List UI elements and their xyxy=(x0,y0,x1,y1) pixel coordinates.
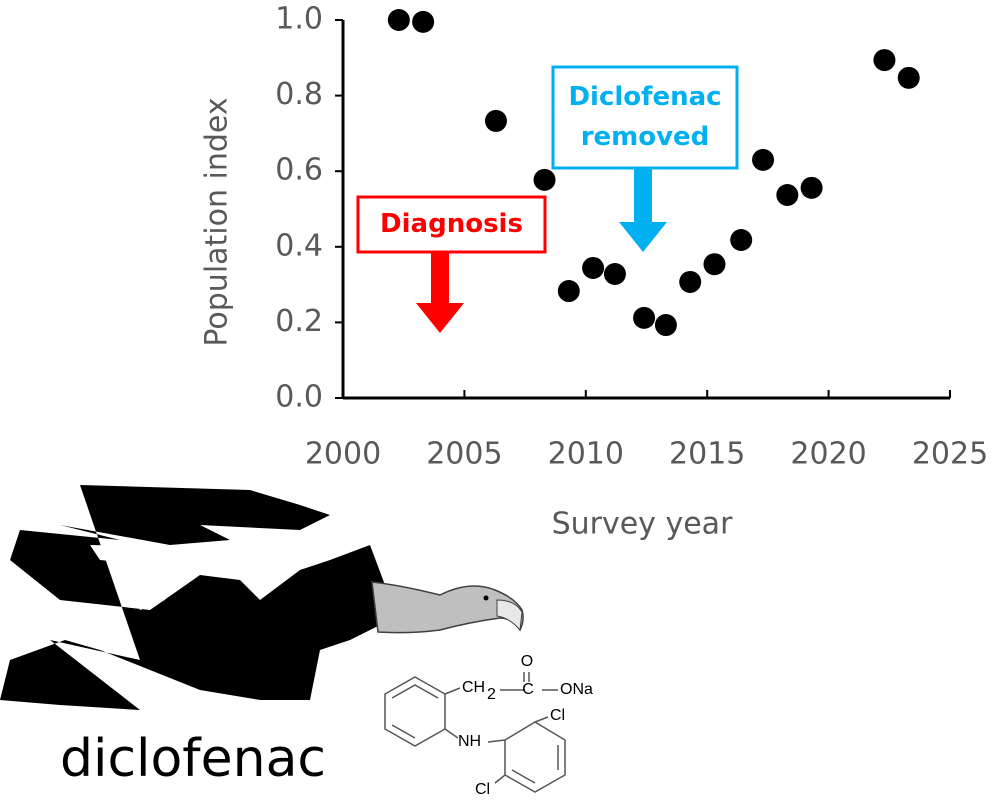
formula-label: Cl xyxy=(475,781,490,798)
annotation-box xyxy=(356,195,547,254)
y-tick-label: 0.8 xyxy=(275,77,323,112)
annotation-box xyxy=(551,65,739,170)
structural-formula xyxy=(384,672,566,793)
point xyxy=(873,49,896,72)
annotation-text: removed xyxy=(581,122,710,152)
y-axis-label: Population index xyxy=(200,97,235,346)
vulture-eye xyxy=(483,595,489,601)
structural-labels: CH 2 C O ONa NH Cl Cl xyxy=(458,653,593,798)
y-tick-label: 0.0 xyxy=(275,380,323,415)
x-tick-label: 2025 xyxy=(912,437,988,472)
ring-bond xyxy=(511,769,536,784)
point xyxy=(703,253,726,276)
formula-label: O xyxy=(521,653,533,670)
point xyxy=(897,66,920,89)
point xyxy=(603,263,626,286)
point xyxy=(582,256,605,279)
point xyxy=(752,148,775,171)
ring xyxy=(384,676,446,747)
bond xyxy=(487,739,506,743)
formula-label: CH xyxy=(462,679,485,696)
ring xyxy=(504,721,566,793)
point xyxy=(533,168,556,191)
annotation-text: Diagnosis xyxy=(380,209,523,239)
vulture-body xyxy=(0,485,385,710)
bond xyxy=(494,774,506,784)
x-tick-label: 2015 xyxy=(669,437,745,472)
annotation-arrow xyxy=(619,168,667,252)
y-tick-label: 0.6 xyxy=(275,153,323,188)
formula-label: ONa xyxy=(560,681,593,698)
point xyxy=(800,176,823,199)
point xyxy=(679,270,702,293)
vulture-beak xyxy=(496,599,523,632)
vulture-illustration: diclofenac xyxy=(0,485,524,789)
vulture-head xyxy=(371,581,524,634)
formula-label: C xyxy=(522,681,534,698)
bond xyxy=(444,687,461,695)
point xyxy=(557,280,580,303)
bond xyxy=(444,728,459,739)
point xyxy=(654,314,677,337)
y-tick-label: 0.2 xyxy=(275,304,323,339)
annotation-text: Diclofenac xyxy=(568,82,721,112)
ring-bond xyxy=(391,684,439,699)
point xyxy=(633,306,656,329)
bond xyxy=(534,716,549,723)
formula-label: 2 xyxy=(487,686,496,703)
point xyxy=(776,184,799,207)
y-tick-label: 0.4 xyxy=(275,228,323,263)
point xyxy=(387,9,410,31)
x-tick-label: 2000 xyxy=(305,437,381,472)
x-tick-label: 2020 xyxy=(790,437,866,472)
formula-label: NH xyxy=(458,733,481,750)
x-tick-label: 2010 xyxy=(548,437,624,472)
wing-patch xyxy=(90,545,200,565)
wing-patch xyxy=(130,580,165,610)
ring-bond xyxy=(391,724,416,739)
annotation-arrow xyxy=(416,252,464,333)
point xyxy=(730,228,753,251)
y-tick-label: 1.0 xyxy=(275,2,323,37)
point xyxy=(484,109,507,132)
formula-label: Cl xyxy=(550,707,565,724)
x-axis-label: Survey year xyxy=(552,507,733,542)
caption: diclofenac xyxy=(60,729,326,789)
point xyxy=(412,10,435,33)
x-tick-label: 2005 xyxy=(426,437,502,472)
